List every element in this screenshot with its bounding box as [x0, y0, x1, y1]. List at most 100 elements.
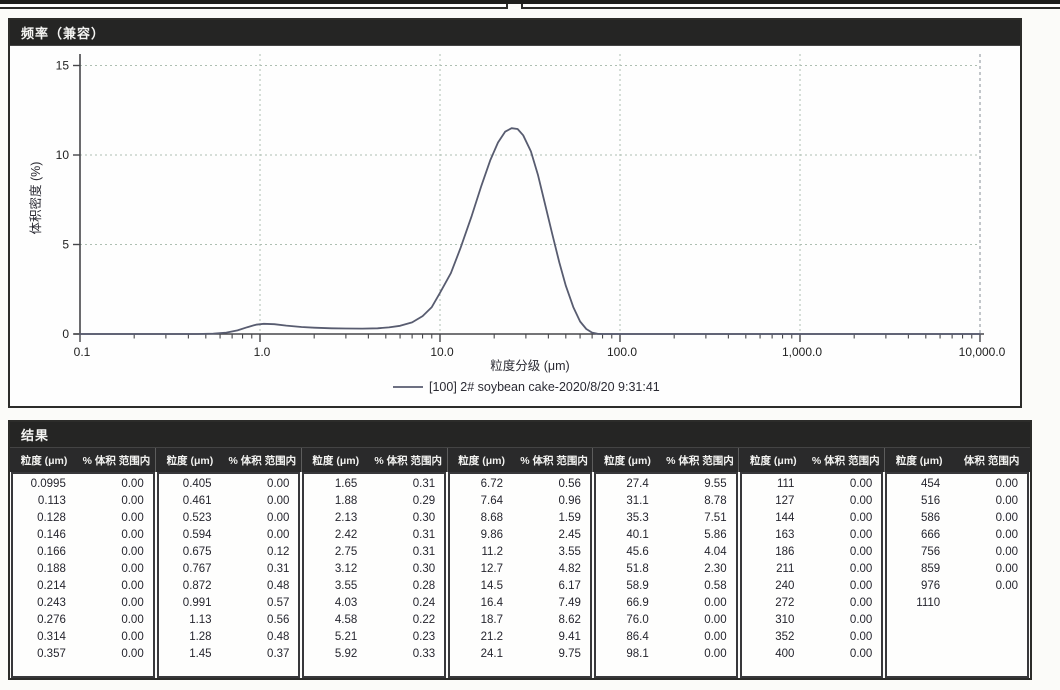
percent-volume-value: 0.00 [267, 495, 290, 507]
percent-volume-value: 0.48 [267, 631, 290, 643]
table-row: 86.4 0.00 [596, 629, 736, 646]
results-group-body: 454 0.00 516 0.00 586 0.00 666 0.00 756 0.00 859 0.… [885, 472, 1030, 678]
size-value: 58.9 [626, 580, 649, 592]
table-row: 0.214 0.00 [13, 578, 153, 595]
size-value: 0.675 [182, 546, 212, 558]
size-value: 0.276 [37, 614, 66, 626]
percent-volume-value: 9.55 [704, 478, 727, 490]
size-value: 1.88 [334, 495, 358, 507]
results-table-header: 粒度 (μm) % 体积 范围内 粒度 (μm) % 体积 范围内 粒度 (μm) % 体… [10, 448, 1030, 472]
results-group-column: 6.72 0.56 7.64 0.96 8.68 1.59 9.86 2.45 11.2 3.55… [447, 472, 593, 678]
results-group-header: 粒度 (μm) % 体积 范围内 [739, 448, 886, 472]
percent-volume-value: 0.29 [412, 495, 436, 507]
size-value: 14.5 [480, 580, 504, 592]
results-group-header: 粒度 (μm) 体积 范围内 [885, 448, 1030, 472]
table-row: 0.872 0.48 [159, 578, 299, 595]
percent-volume-value: 7.51 [704, 512, 727, 524]
size-value: 98.1 [626, 648, 649, 660]
table-row: 18.7 8.62 [450, 612, 590, 629]
table-row: 0.675 0.12 [159, 544, 299, 561]
percent-volume-value: 4.82 [558, 563, 581, 575]
table-row: 163 0.00 [742, 527, 882, 544]
x-tick-label: 10.0 [430, 345, 454, 359]
percent-volume-value: 0.31 [412, 478, 436, 490]
table-row: 4.03 0.24 [304, 595, 444, 612]
results-group-header: 粒度 (μm) % 体积 范围内 [448, 448, 594, 472]
percent-volume-value: 0.00 [995, 580, 1019, 592]
table-row: 0.188 0.00 [13, 561, 153, 578]
size-value: 0.594 [182, 529, 212, 541]
size-value: 1110 [916, 597, 941, 609]
table-row: 4.58 0.22 [304, 612, 444, 629]
y-tick-label: 5 [62, 238, 69, 252]
percent-volume-value: 0.30 [412, 563, 436, 575]
size-value: 8.68 [480, 512, 504, 524]
table-row: 1.13 0.56 [159, 612, 299, 629]
percent-volume-value: 8.62 [558, 614, 581, 626]
size-value: 2.75 [334, 546, 358, 558]
size-value: 0.166 [37, 546, 66, 558]
percent-volume-value: 0.31 [412, 529, 436, 541]
table-row: 51.8 2.30 [596, 561, 736, 578]
header-size-label: 粒度 (μm) [750, 454, 797, 467]
size-value: 211 [776, 563, 795, 575]
table-row: 35.3 7.51 [596, 510, 736, 527]
percent-volume-value: 0.00 [849, 563, 873, 575]
percent-volume-value: 0.00 [849, 495, 873, 507]
table-row: 0.243 0.00 [13, 595, 153, 612]
percent-volume-value: 0.00 [121, 529, 144, 541]
results-group-column: 27.4 9.55 31.1 8.78 35.3 7.51 40.1 5.86 45.6 4.04… [593, 472, 739, 678]
y-tick-label: 15 [56, 59, 70, 73]
table-row: 3.55 0.28 [304, 578, 444, 595]
percent-volume-value: 0.00 [704, 648, 727, 660]
table-row: 3.12 0.30 [304, 561, 444, 578]
table-row: 76.0 0.00 [596, 612, 736, 629]
size-value: 5.21 [334, 631, 358, 643]
header-size-label: 粒度 (μm) [895, 454, 943, 467]
table-row: 240 0.00 [742, 578, 882, 595]
size-value: 0.243 [37, 597, 66, 609]
table-row: 0.128 0.00 [13, 510, 153, 527]
table-row: 0.405 0.00 [159, 476, 299, 493]
percent-volume-value: 0.00 [704, 614, 727, 626]
percent-volume-value: 0.00 [267, 478, 290, 490]
size-value: 976 [920, 580, 941, 592]
percent-volume-value: 0.00 [849, 478, 873, 490]
x-tick-label: 100.0 [607, 345, 637, 359]
table-row: 400 0.00 [742, 646, 882, 663]
table-row: 2.42 0.31 [304, 527, 444, 544]
table-row: 98.1 0.00 [596, 646, 736, 663]
size-value: 586 [920, 512, 941, 524]
percent-volume-value: 0.24 [412, 597, 436, 609]
percent-volume-value: 1.59 [558, 512, 581, 524]
table-row: 586 0.00 [887, 510, 1027, 527]
percent-volume-value: 0.00 [704, 631, 727, 643]
header-size-label: 粒度 (μm) [458, 454, 505, 467]
x-tick-label: 1,000.0 [782, 345, 822, 359]
size-value: 272 [775, 597, 795, 609]
results-group-column: 1.65 0.31 1.88 0.29 2.13 0.30 2.42 0.31 2.75 0.31… [301, 472, 447, 678]
size-value: 127 [775, 495, 795, 507]
percent-volume-value: 0.00 [995, 563, 1019, 575]
size-value: 0.214 [37, 580, 66, 592]
table-row: 2.75 0.31 [304, 544, 444, 561]
table-row: 40.1 5.86 [596, 527, 736, 544]
chart-title-bar: 频率（兼容） [10, 20, 1020, 46]
results-group-body: 0.405 0.00 0.461 0.00 0.523 0.00 0.594 0.00 0.67… [156, 472, 301, 678]
table-row: 0.276 0.00 [13, 612, 153, 629]
table-row: 454 0.00 [887, 476, 1027, 493]
table-row: 1.88 0.29 [304, 493, 444, 510]
x-tick-label: 0.1 [74, 345, 91, 359]
table-row: 24.1 9.75 [450, 646, 590, 663]
size-value: 16.4 [480, 597, 504, 609]
percent-volume-value: 0.00 [121, 512, 144, 524]
legend-label: [100] 2# soybean cake-2020/8/20 9:31:41 [429, 380, 660, 394]
percent-volume-value: 0.00 [995, 512, 1019, 524]
size-value: 2.42 [334, 529, 358, 541]
size-value: 51.8 [626, 563, 649, 575]
percent-volume-value: 0.33 [412, 648, 436, 660]
table-row: 31.1 8.78 [596, 493, 736, 510]
table-row: 45.6 4.04 [596, 544, 736, 561]
table-row: 12.7 4.82 [450, 561, 590, 578]
